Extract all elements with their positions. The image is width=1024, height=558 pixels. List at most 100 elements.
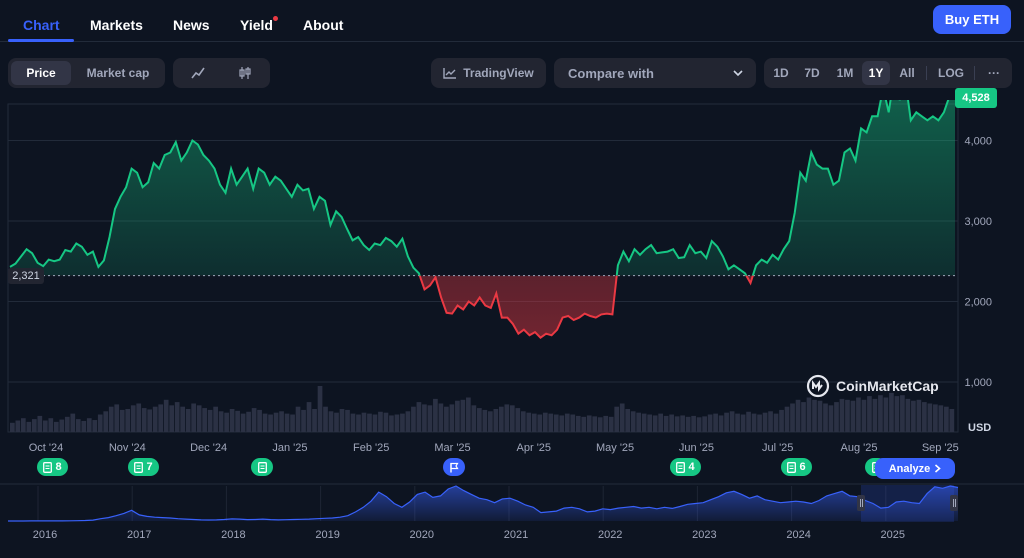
event-badge[interactable] [251,458,273,476]
volume-bar [531,413,537,432]
navigator-year-ticks: 2016 2017 2018 2019 2020 2021 2022 2023 2024 2025 [33,529,905,541]
price-line-up [9,100,950,276]
event-badge[interactable] [443,458,465,476]
volume-bar [685,416,691,432]
watermark-text: CoinMarketCap [836,378,939,394]
volume-bar [246,411,251,432]
volume-bar [944,406,949,432]
currency-label: USD [968,422,992,434]
volume-bar [81,420,87,432]
volume-bar [279,411,284,432]
volume-bar [59,419,65,432]
candlestick-chart-button[interactable] [223,61,267,85]
volume-bar [471,405,477,432]
volume-bar [328,411,334,432]
volume-bar [141,408,147,432]
tab-about[interactable]: About [303,17,344,33]
volume-bar [586,415,592,432]
chevron-right-icon [935,464,941,473]
volume-bar [466,397,471,432]
range-divider [926,66,927,80]
range-all-button[interactable]: All [899,66,915,80]
volume-bar [240,413,246,432]
volume-bar [850,400,856,432]
volume-bar [823,403,828,432]
volume-bar [559,415,565,432]
buy-eth-button[interactable]: Buy ETH [933,5,1011,34]
marketcap-toggle-button[interactable]: Market cap [86,66,150,80]
event-badge[interactable]: 8 [37,458,68,476]
tab-chart[interactable]: Chart [23,17,60,33]
navigator-left-handle[interactable] [857,495,865,511]
notification-dot [273,16,278,21]
event-count: 4 [688,461,695,473]
volume-bar [31,419,37,432]
tab-yield[interactable]: Yield [240,17,273,33]
volume-bar [378,411,383,432]
price-toggle-button[interactable]: Price [11,61,71,85]
volume-bar [449,404,455,432]
volume-bar [916,399,922,432]
navigator-year-label: 2017 [127,529,151,541]
navigator-right-handle[interactable] [950,495,958,511]
x-tick-label: Jul '25 [762,442,793,454]
volume-bar [768,411,773,432]
price-chart[interactable]: 1,000 2,000 3,000 4,000 Oct '24 Nov '24 Dec '… [0,0,1024,460]
volume-bar [658,413,664,432]
volume-bar [757,414,762,432]
volume-bar [856,397,861,432]
range-1d-button[interactable]: 1D [773,66,789,80]
volume-bar [207,409,213,432]
volume-bar [515,408,521,432]
event-badge[interactable]: 7 [128,458,159,476]
volume-bar [97,414,103,432]
line-chart-button[interactable] [176,61,220,85]
range-1m-button[interactable]: 1M [836,66,854,80]
volume-bar [158,404,164,432]
chevron-down-icon [733,70,743,77]
volume-bar [784,406,790,432]
volume-bar [257,409,262,432]
volume-bar [37,415,43,432]
top-nav: Chart Markets News Yield About Buy ETH [0,0,1024,42]
volume-bar [218,411,224,432]
more-options-button[interactable]: ··· [988,66,1000,80]
volume-bar [702,416,707,432]
compare-with-dropdown[interactable]: Compare with [554,58,756,88]
volume-bar [526,412,532,432]
volume-bar [790,403,795,432]
volume-bar [290,414,295,432]
volume-bar [251,408,257,432]
tab-news[interactable]: News [173,17,210,33]
volume-bar [284,413,290,432]
log-scale-button[interactable]: LOG [938,66,964,80]
volume-bar [339,409,345,432]
event-badge[interactable]: 4 [670,458,701,476]
volume-bar [191,403,197,432]
volume-bar [262,413,268,432]
volume-bar [455,400,460,432]
volume-bar [163,399,169,432]
volume-bar [894,396,900,432]
tab-markets[interactable]: Markets [90,17,143,33]
volume-bar [235,410,240,432]
volume-bar [400,413,405,432]
tradingview-button[interactable]: TradingView [431,58,546,88]
volume-bar [498,406,504,432]
price-area-above-baseline [10,100,955,276]
range-1y-button[interactable]: 1Y [862,61,890,85]
volume-bar [202,408,207,432]
range-7d-button[interactable]: 7D [804,66,820,80]
price-line-down [418,275,754,340]
volume-bar [125,409,131,432]
volume-bar [564,413,570,432]
volume-bar [273,412,279,432]
navigator-year-label: 2020 [410,529,434,541]
x-tick-label: Feb '25 [353,442,389,454]
active-tab-underline [8,39,74,42]
volume-bar [427,405,433,432]
analyze-button[interactable]: Analyze [875,458,955,479]
volume-bar [108,406,114,432]
volume-bar [883,397,889,432]
event-badge[interactable]: 6 [781,458,812,476]
